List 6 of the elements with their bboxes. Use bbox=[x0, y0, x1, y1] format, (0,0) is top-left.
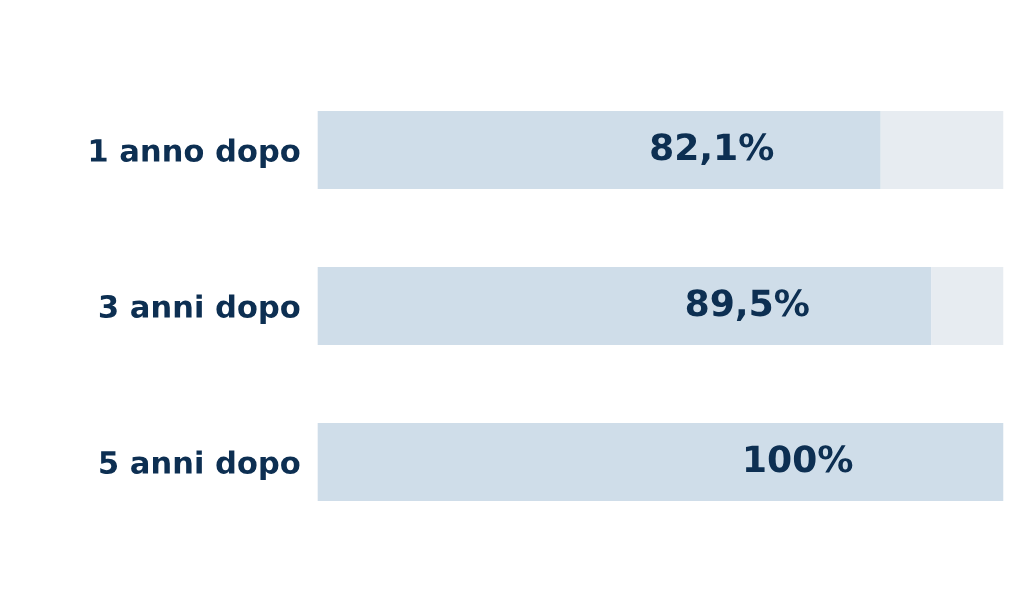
y-tick-label: 3 anni dopo bbox=[99, 294, 300, 324]
y-tick-label: 5 anni dopo bbox=[100, 450, 300, 480]
y-tick-label: 1 anno dopo bbox=[90, 138, 300, 168]
data-label: 89,5% bbox=[686, 289, 809, 322]
data-label: 100% bbox=[745, 445, 853, 473]
data-label: 82,1% bbox=[651, 133, 774, 166]
